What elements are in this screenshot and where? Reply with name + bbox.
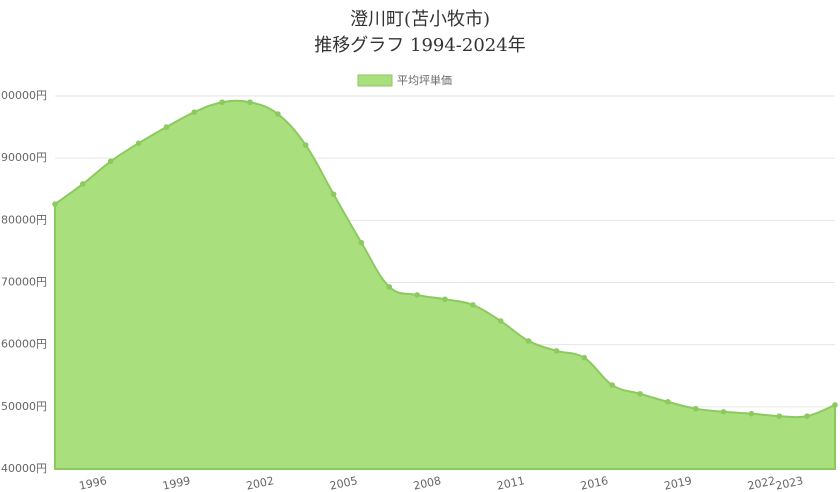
x-tick-label: 2019 [663, 474, 693, 492]
data-point [302, 142, 309, 148]
y-tick-label: 70000円 [1, 276, 47, 289]
x-tick-label: 2002 [245, 474, 275, 492]
data-point [609, 382, 615, 388]
data-point [832, 402, 838, 408]
data-point [804, 413, 810, 419]
x-tick-label: 2016 [579, 474, 609, 492]
data-point [525, 338, 532, 344]
data-point [414, 292, 420, 298]
x-tick-label: 2008 [412, 474, 442, 492]
data-point [497, 318, 504, 324]
data-point [470, 302, 476, 308]
data-point [692, 405, 699, 412]
legend-swatch [357, 74, 393, 87]
area [54, 99, 836, 470]
y-tick-label: 40000円 [1, 462, 47, 475]
x-tick-label: 1996 [78, 474, 108, 492]
data-point [219, 99, 225, 106]
data-point [553, 348, 560, 354]
x-tick-label: 2011 [496, 474, 526, 492]
data-point [247, 99, 253, 106]
data-point [386, 284, 393, 290]
data-point [330, 191, 337, 198]
data-point [665, 399, 671, 405]
legend-label: 平均坪単価 [397, 73, 452, 87]
data-point [52, 201, 58, 207]
data-point [776, 413, 783, 419]
y-tick-label: 60000円 [1, 338, 47, 351]
y-tick-label: 90000円 [1, 151, 47, 164]
x-tick-label: 2023 [774, 474, 804, 492]
data-point [358, 239, 365, 246]
data-point [581, 354, 588, 361]
y-tick-label: 80000円 [1, 213, 47, 226]
x-tick-label: 1999 [161, 474, 191, 492]
data-point [275, 111, 281, 117]
data-point [107, 158, 114, 165]
data-point [748, 410, 755, 417]
x-tick-label: 2022 [746, 474, 776, 492]
data-point [191, 109, 198, 115]
chart-subtitle: 推移グラフ 1994-2024年 [314, 35, 525, 56]
x-tick-label: 2005 [329, 474, 359, 492]
data-point [637, 390, 643, 397]
y-tick-label: 100000円 [0, 89, 47, 102]
data-point [163, 124, 170, 130]
data-point [720, 409, 727, 415]
data-point [80, 181, 86, 187]
data-point [442, 296, 448, 303]
data-point [135, 140, 142, 147]
chart-title: 澄川町(苫小牧市) [350, 9, 490, 30]
y-tick-label: 50000円 [1, 400, 47, 413]
